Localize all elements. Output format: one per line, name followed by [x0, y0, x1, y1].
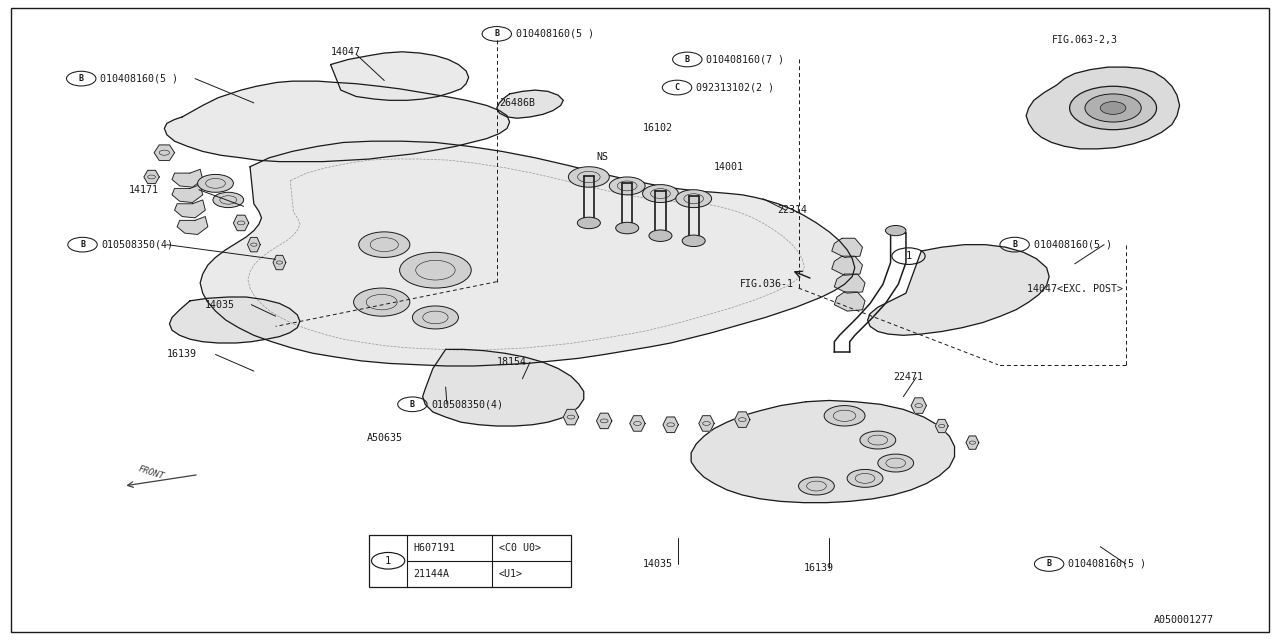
Circle shape — [847, 469, 883, 487]
Circle shape — [609, 177, 645, 195]
Polygon shape — [169, 297, 300, 343]
Text: 010408160(5 ): 010408160(5 ) — [516, 29, 594, 39]
Polygon shape — [247, 237, 260, 252]
Polygon shape — [936, 419, 948, 433]
Text: 14047: 14047 — [330, 47, 361, 57]
Text: H607191: H607191 — [413, 543, 456, 553]
Circle shape — [412, 306, 458, 329]
Polygon shape — [835, 274, 865, 293]
Text: 16102: 16102 — [643, 124, 672, 133]
Circle shape — [399, 252, 471, 288]
Circle shape — [860, 431, 896, 449]
Circle shape — [799, 477, 835, 495]
Polygon shape — [177, 216, 207, 234]
Polygon shape — [630, 416, 645, 431]
Polygon shape — [172, 170, 202, 187]
Text: B: B — [79, 74, 83, 83]
Text: 010508350(4): 010508350(4) — [101, 239, 174, 250]
Polygon shape — [596, 413, 612, 429]
Text: 16139: 16139 — [804, 563, 833, 573]
Circle shape — [886, 225, 906, 236]
Text: A50635: A50635 — [366, 433, 402, 442]
Text: 010408160(5 ): 010408160(5 ) — [1034, 239, 1112, 250]
Polygon shape — [832, 256, 863, 275]
Circle shape — [1085, 94, 1142, 122]
Text: B: B — [1047, 559, 1052, 568]
Text: 22314: 22314 — [777, 205, 806, 215]
Text: <C0 U0>: <C0 U0> — [499, 543, 540, 553]
Text: <U1>: <U1> — [499, 569, 522, 579]
Text: 21144A: 21144A — [413, 569, 449, 579]
Polygon shape — [663, 417, 678, 433]
Text: B: B — [81, 240, 84, 249]
Bar — [369, 534, 571, 587]
Polygon shape — [735, 412, 750, 428]
Text: 010408160(5 ): 010408160(5 ) — [100, 74, 178, 84]
Circle shape — [358, 232, 410, 257]
Text: 14047<EXC. POST>: 14047<EXC. POST> — [1028, 284, 1124, 294]
Circle shape — [649, 230, 672, 241]
Text: FIG.036-1: FIG.036-1 — [740, 279, 794, 289]
Polygon shape — [330, 52, 468, 100]
Polygon shape — [868, 244, 1050, 335]
Polygon shape — [699, 416, 714, 431]
Text: 14035: 14035 — [205, 300, 236, 310]
Circle shape — [878, 454, 914, 472]
Circle shape — [212, 192, 243, 207]
Text: A050001277: A050001277 — [1155, 615, 1213, 625]
Text: B: B — [1012, 240, 1018, 249]
Text: 14001: 14001 — [714, 162, 744, 172]
Polygon shape — [164, 81, 509, 162]
Circle shape — [676, 189, 712, 207]
Polygon shape — [233, 215, 248, 230]
Polygon shape — [832, 238, 863, 257]
Polygon shape — [563, 410, 579, 425]
Text: B: B — [494, 29, 499, 38]
Text: NS: NS — [596, 152, 608, 161]
Polygon shape — [422, 349, 584, 426]
Text: 1: 1 — [905, 251, 911, 261]
Polygon shape — [200, 141, 855, 366]
Text: FIG.063-2,3: FIG.063-2,3 — [1052, 35, 1117, 45]
Circle shape — [824, 406, 865, 426]
Polygon shape — [143, 170, 159, 184]
Text: 26486B: 26486B — [499, 98, 535, 108]
Circle shape — [616, 222, 639, 234]
Text: B: B — [685, 55, 690, 64]
Text: B: B — [410, 400, 415, 409]
Circle shape — [1070, 86, 1157, 130]
Circle shape — [197, 174, 233, 192]
Circle shape — [568, 167, 609, 187]
Text: 22471: 22471 — [893, 372, 923, 383]
Circle shape — [1101, 102, 1126, 115]
Polygon shape — [966, 436, 979, 449]
Circle shape — [643, 184, 678, 202]
Text: 14035: 14035 — [643, 559, 672, 569]
Text: 010408160(5 ): 010408160(5 ) — [1069, 559, 1147, 569]
Polygon shape — [273, 255, 285, 269]
Polygon shape — [497, 90, 563, 118]
Circle shape — [577, 217, 600, 228]
Text: 16139: 16139 — [166, 349, 197, 360]
Text: 1: 1 — [385, 556, 392, 566]
Polygon shape — [911, 398, 927, 413]
Polygon shape — [154, 145, 174, 161]
Circle shape — [682, 235, 705, 246]
Text: 010508350(4): 010508350(4) — [431, 399, 503, 410]
Polygon shape — [1027, 67, 1180, 149]
Circle shape — [353, 288, 410, 316]
Polygon shape — [174, 200, 205, 218]
Text: 14171: 14171 — [128, 185, 159, 195]
Polygon shape — [172, 184, 202, 202]
Text: 18154: 18154 — [497, 357, 527, 367]
Text: FRONT: FRONT — [137, 464, 165, 481]
Polygon shape — [691, 401, 955, 502]
Text: C: C — [675, 83, 680, 92]
Text: 092313102(2 ): 092313102(2 ) — [696, 83, 774, 93]
Polygon shape — [835, 292, 865, 311]
Text: 010408160(7 ): 010408160(7 ) — [707, 54, 785, 65]
